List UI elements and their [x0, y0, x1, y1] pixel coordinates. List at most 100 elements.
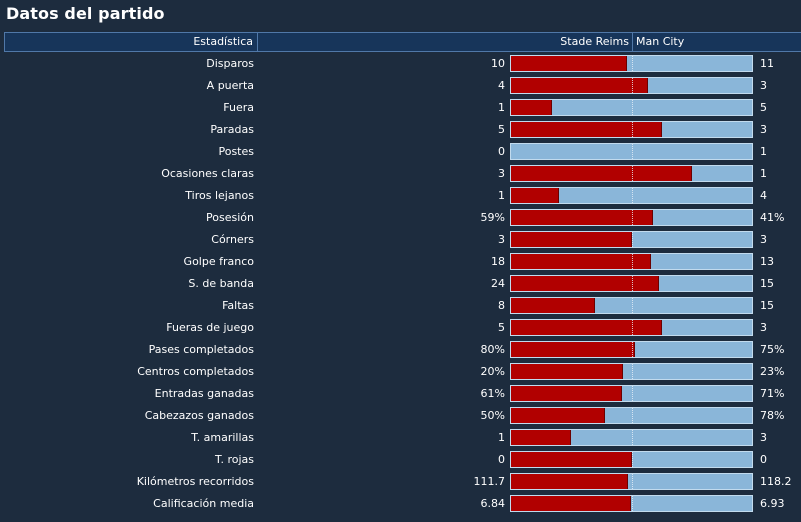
away-value: 3	[760, 79, 767, 92]
stat-label: Tiros lejanos	[185, 189, 254, 202]
home-share-fill	[511, 122, 662, 137]
comparison-bar	[510, 275, 753, 292]
column-header-statistic[interactable]: Estadística	[4, 33, 257, 51]
stat-label: Córners	[211, 233, 254, 246]
stat-label: Disparos	[206, 57, 254, 70]
away-value: 75%	[760, 343, 785, 356]
stat-label: Cabezazos ganados	[144, 409, 254, 422]
home-value: 5	[498, 123, 505, 136]
column-header-home-team[interactable]: Stade Reims	[257, 33, 632, 51]
bar-midline	[631, 364, 633, 379]
bar-midline	[631, 320, 633, 335]
home-value: 61%	[480, 387, 505, 400]
home-share-fill	[511, 342, 636, 357]
home-share-fill	[511, 210, 654, 225]
stat-row: S. de banda 24 15	[0, 273, 801, 295]
home-value: 80%	[480, 343, 505, 356]
column-header-away-team[interactable]: Man City	[632, 33, 801, 51]
comparison-bar	[510, 231, 753, 248]
stat-row: Faltas 8 15	[0, 295, 801, 317]
stat-label: T. rojas	[215, 453, 254, 466]
bar-midline	[631, 56, 633, 71]
away-value: 23%	[760, 365, 785, 378]
home-share-fill	[511, 78, 649, 93]
home-value: 0	[498, 453, 505, 466]
stat-row: A puerta 4 3	[0, 75, 801, 97]
stat-label: Fueras de juego	[166, 321, 254, 334]
home-share-fill	[511, 56, 627, 71]
comparison-bar	[510, 209, 753, 226]
stat-row: T. rojas 0 0	[0, 449, 801, 471]
home-value: 111.7	[473, 475, 506, 488]
home-value: 1	[498, 189, 505, 202]
stat-row: Fueras de juego 5 3	[0, 317, 801, 339]
away-value: 6.93	[760, 497, 785, 510]
stats-table-header: Estadística Stade Reims Man City	[4, 32, 801, 52]
bar-midline	[631, 254, 633, 269]
bar-midline	[631, 386, 633, 401]
home-value: 6.84	[480, 497, 506, 510]
home-share-fill	[511, 166, 692, 181]
away-value: 78%	[760, 409, 785, 422]
bar-midline	[631, 100, 633, 115]
comparison-bar	[510, 451, 753, 468]
stat-label: Kilómetros recorridos	[136, 475, 254, 488]
bar-midline	[631, 496, 633, 511]
home-share-fill	[511, 474, 629, 489]
comparison-bar	[510, 187, 753, 204]
stat-label: Posesión	[206, 211, 254, 224]
comparison-bar	[510, 77, 753, 94]
comparison-bar	[510, 385, 753, 402]
home-share-fill	[511, 408, 605, 423]
comparison-bar	[510, 319, 753, 336]
stat-row: Disparos 10 11	[0, 53, 801, 75]
comparison-bar	[510, 165, 753, 182]
stat-row: Calificación media 6.84 6.93	[0, 493, 801, 515]
bar-midline	[631, 122, 633, 137]
away-value: 3	[760, 321, 767, 334]
comparison-bar	[510, 99, 753, 116]
stat-row: Córners 3 3	[0, 229, 801, 251]
page-title: Datos del partido	[6, 4, 165, 23]
away-value: 71%	[760, 387, 785, 400]
away-value: 3	[760, 123, 767, 136]
stat-row: Fuera 1 5	[0, 97, 801, 119]
bar-midline	[631, 232, 633, 247]
comparison-bar	[510, 495, 753, 512]
stat-label: Fuera	[223, 101, 254, 114]
comparison-bar	[510, 253, 753, 270]
home-value: 3	[498, 233, 505, 246]
away-value: 5	[760, 101, 767, 114]
bar-midline	[631, 276, 633, 291]
stats-table-body: Disparos 10 11 A puerta 4 3 Fuera 1 5 Paradas 5 3 Po…	[0, 53, 801, 515]
home-share-fill	[511, 496, 631, 511]
home-value: 1	[498, 101, 505, 114]
stat-label: Entradas ganadas	[154, 387, 254, 400]
bar-midline	[631, 342, 633, 357]
home-value: 18	[491, 255, 505, 268]
comparison-bar	[510, 407, 753, 424]
home-value: 59%	[480, 211, 505, 224]
stat-row: Cabezazos ganados 50% 78%	[0, 405, 801, 427]
comparison-bar	[510, 473, 753, 490]
stat-label: A puerta	[206, 79, 254, 92]
comparison-bar	[510, 121, 753, 138]
home-value: 1	[498, 431, 505, 444]
stat-row: Pases completados 80% 75%	[0, 339, 801, 361]
home-value: 8	[498, 299, 505, 312]
comparison-bar	[510, 429, 753, 446]
home-value: 4	[498, 79, 505, 92]
away-value: 1	[760, 145, 767, 158]
stat-row: Paradas 5 3	[0, 119, 801, 141]
bar-midline	[631, 188, 633, 203]
bar-midline	[631, 298, 633, 313]
stat-row: Ocasiones claras 3 1	[0, 163, 801, 185]
stat-row: Kilómetros recorridos 111.7 118.2	[0, 471, 801, 493]
home-share-fill	[511, 276, 660, 291]
away-value: 15	[760, 299, 774, 312]
stat-label: Postes	[218, 145, 254, 158]
stat-label: Paradas	[210, 123, 254, 136]
home-value: 3	[498, 167, 505, 180]
stat-row: Posesión 59% 41%	[0, 207, 801, 229]
stat-label: Faltas	[222, 299, 254, 312]
